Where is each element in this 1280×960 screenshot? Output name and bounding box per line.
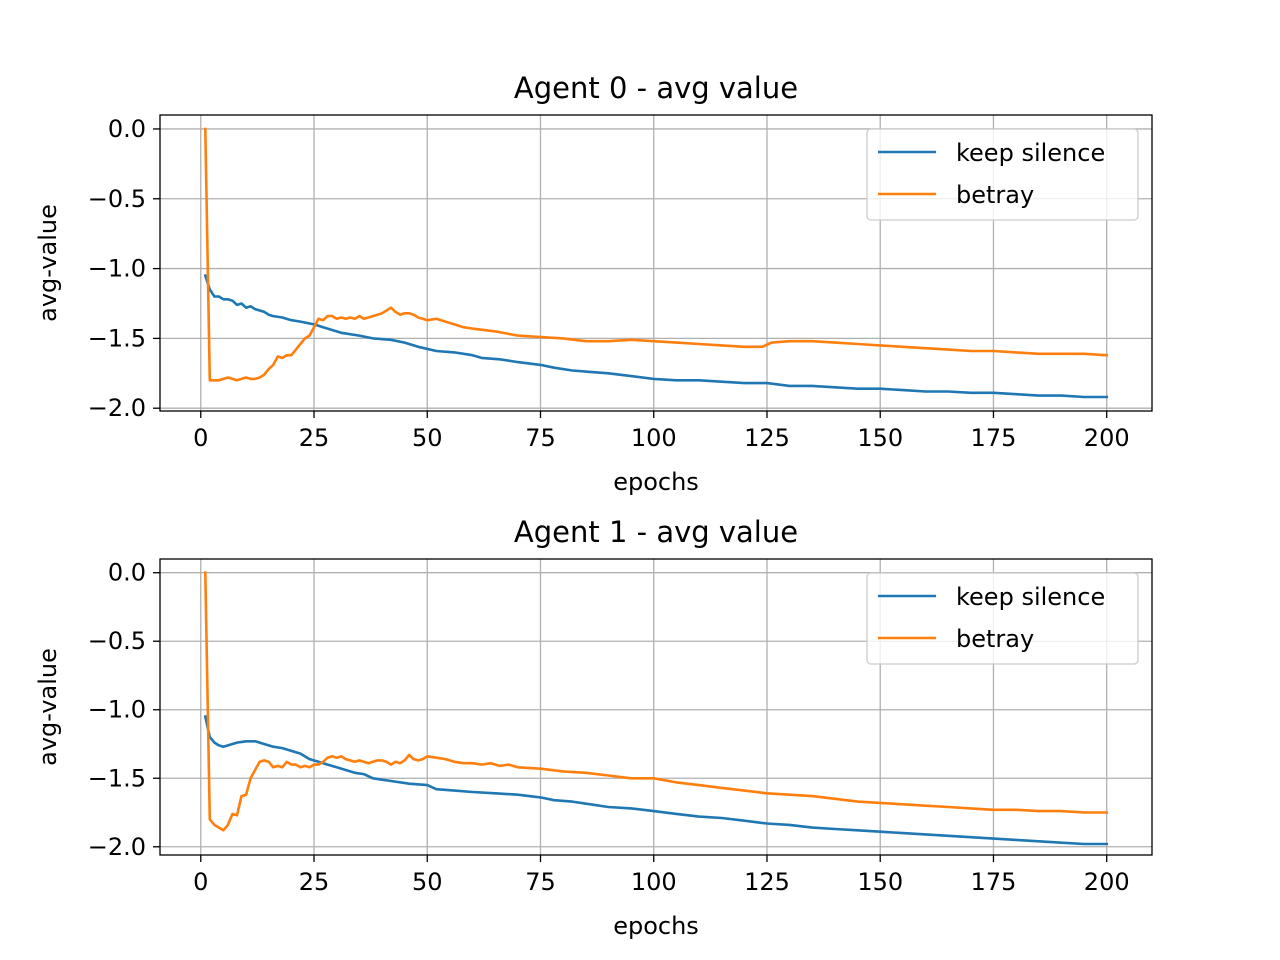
x-tick-label: 175 <box>971 868 1017 896</box>
x-tick-label: 150 <box>857 868 903 896</box>
series-line-betray <box>203 127 1109 382</box>
x-tick-label: 200 <box>1084 868 1130 896</box>
y-tick-label: −1.5 <box>88 764 146 792</box>
x-tick-label: 50 <box>412 868 443 896</box>
axes-frame <box>159 114 1153 412</box>
x-tick-label: 25 <box>299 424 330 452</box>
x-axis-label: epochs <box>613 468 699 496</box>
chart-title: Agent 0 - avg value <box>514 71 798 105</box>
x-tick-label: 100 <box>631 868 677 896</box>
legend: keep silence betray <box>866 128 1139 221</box>
x-tick-label: 150 <box>857 424 903 452</box>
y-tick-label: 0.0 <box>108 559 146 587</box>
x-tick-label: 125 <box>744 868 790 896</box>
series-line-keep-silence <box>203 273 1108 399</box>
chart-title: Agent 1 - avg value <box>514 515 798 549</box>
series-line-keep-silence <box>203 715 1108 846</box>
axes-frame <box>159 558 1153 856</box>
legend-label: keep silence <box>956 139 1105 167</box>
x-tick-label: 175 <box>971 424 1017 452</box>
x-tick-label: 75 <box>525 868 556 896</box>
y-axis-label: avg-value <box>34 648 62 766</box>
y-tick-label: −1.5 <box>88 324 146 352</box>
y-tick-label: −2.0 <box>88 394 146 422</box>
chart-panel-0: 0 25 50 75 100 125 150 175 200 0.0 −0.5 −1.0 −1.5 −2.… <box>34 71 1153 496</box>
series-line-betray <box>203 571 1108 832</box>
x-tick-label: 125 <box>744 424 790 452</box>
legend-label: betray <box>956 181 1034 209</box>
x-tick-label: 75 <box>525 424 556 452</box>
legend-label: keep silence <box>956 583 1105 611</box>
x-tick-label: 100 <box>631 424 677 452</box>
x-tick-label: 50 <box>412 424 443 452</box>
y-tick-label: −1.0 <box>88 255 146 283</box>
x-tick-label: 0 <box>193 868 208 896</box>
x-tick-label: 200 <box>1084 424 1130 452</box>
y-tick-label: −0.5 <box>88 185 146 213</box>
y-tick-label: 0.0 <box>108 115 146 143</box>
y-axis-label: avg-value <box>34 204 62 322</box>
x-tick-label: 25 <box>299 868 330 896</box>
y-tick-label: −1.0 <box>88 696 146 724</box>
chart-panel-1: 0 25 50 75 100 125 150 175 200 0.0 −0.5 −1.0 −1.5 −2.… <box>34 515 1153 940</box>
x-axis-label: epochs <box>613 912 699 940</box>
y-tick-label: −2.0 <box>88 833 146 861</box>
legend: keep silence betray <box>866 572 1139 665</box>
y-tick-label: −0.5 <box>88 627 146 655</box>
legend-label: betray <box>956 625 1034 653</box>
x-tick-label: 0 <box>193 424 208 452</box>
